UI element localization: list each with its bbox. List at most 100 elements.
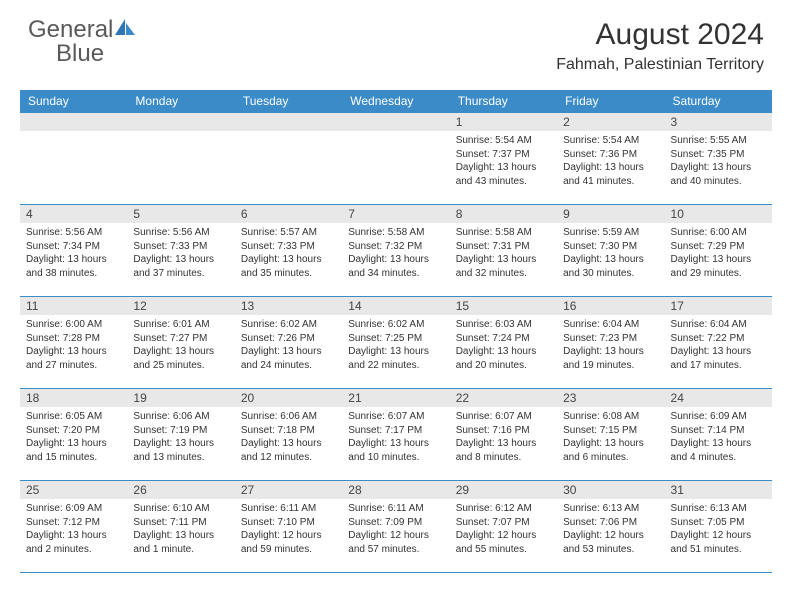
sunrise-text: Sunrise: 6:08 AM — [563, 410, 658, 424]
day-number: 11 — [20, 297, 127, 315]
day-number: 8 — [450, 205, 557, 223]
calendar-row: 1Sunrise: 5:54 AMSunset: 7:37 PMDaylight… — [20, 113, 772, 205]
sunrise-text: Sunrise: 5:57 AM — [241, 226, 336, 240]
day-header: Wednesday — [342, 90, 449, 113]
daylight-text: Daylight: 13 hours and 10 minutes. — [348, 437, 443, 464]
sunrise-text: Sunrise: 6:04 AM — [671, 318, 766, 332]
day-cell: 26Sunrise: 6:10 AMSunset: 7:11 PMDayligh… — [127, 481, 234, 573]
sunset-text: Sunset: 7:28 PM — [26, 332, 121, 346]
day-details: Sunrise: 6:01 AMSunset: 7:27 PMDaylight:… — [127, 315, 234, 375]
day-details: Sunrise: 5:58 AMSunset: 7:31 PMDaylight:… — [450, 223, 557, 283]
day-details: Sunrise: 6:00 AMSunset: 7:29 PMDaylight:… — [665, 223, 772, 283]
daylight-text: Daylight: 13 hours and 13 minutes. — [133, 437, 228, 464]
sunrise-text: Sunrise: 6:00 AM — [26, 318, 121, 332]
day-cell: 14Sunrise: 6:02 AMSunset: 7:25 PMDayligh… — [342, 297, 449, 389]
daylight-text: Daylight: 12 hours and 51 minutes. — [671, 529, 766, 556]
day-number: 5 — [127, 205, 234, 223]
day-details: Sunrise: 6:07 AMSunset: 7:17 PMDaylight:… — [342, 407, 449, 467]
sunset-text: Sunset: 7:19 PM — [133, 424, 228, 438]
day-details: Sunrise: 6:04 AMSunset: 7:22 PMDaylight:… — [665, 315, 772, 375]
empty-cell — [342, 113, 449, 205]
sunrise-text: Sunrise: 6:13 AM — [563, 502, 658, 516]
day-details: Sunrise: 6:12 AMSunset: 7:07 PMDaylight:… — [450, 499, 557, 559]
day-number: 28 — [342, 481, 449, 499]
sail-icon — [115, 19, 137, 42]
sunset-text: Sunset: 7:33 PM — [133, 240, 228, 254]
day-number — [342, 113, 449, 131]
day-cell: 4Sunrise: 5:56 AMSunset: 7:34 PMDaylight… — [20, 205, 127, 297]
day-number: 29 — [450, 481, 557, 499]
daylight-text: Daylight: 13 hours and 35 minutes. — [241, 253, 336, 280]
sunrise-text: Sunrise: 5:55 AM — [671, 134, 766, 148]
day-cell: 13Sunrise: 6:02 AMSunset: 7:26 PMDayligh… — [235, 297, 342, 389]
day-cell: 30Sunrise: 6:13 AMSunset: 7:06 PMDayligh… — [557, 481, 664, 573]
day-details: Sunrise: 5:54 AMSunset: 7:36 PMDaylight:… — [557, 131, 664, 191]
day-number: 7 — [342, 205, 449, 223]
sunrise-text: Sunrise: 6:10 AM — [133, 502, 228, 516]
sunrise-text: Sunrise: 5:56 AM — [133, 226, 228, 240]
sunset-text: Sunset: 7:12 PM — [26, 516, 121, 530]
sunrise-text: Sunrise: 6:02 AM — [348, 318, 443, 332]
daylight-text: Daylight: 13 hours and 8 minutes. — [456, 437, 551, 464]
sunrise-text: Sunrise: 6:03 AM — [456, 318, 551, 332]
header: General Blue August 2024 Fahmah, Palesti… — [0, 0, 792, 82]
daylight-text: Daylight: 13 hours and 41 minutes. — [563, 161, 658, 188]
day-details: Sunrise: 6:04 AMSunset: 7:23 PMDaylight:… — [557, 315, 664, 375]
day-details: Sunrise: 5:59 AMSunset: 7:30 PMDaylight:… — [557, 223, 664, 283]
daylight-text: Daylight: 13 hours and 29 minutes. — [671, 253, 766, 280]
sunrise-text: Sunrise: 6:00 AM — [671, 226, 766, 240]
daylight-text: Daylight: 13 hours and 40 minutes. — [671, 161, 766, 188]
day-details: Sunrise: 6:13 AMSunset: 7:05 PMDaylight:… — [665, 499, 772, 559]
daylight-text: Daylight: 13 hours and 34 minutes. — [348, 253, 443, 280]
sunset-text: Sunset: 7:33 PM — [241, 240, 336, 254]
day-details: Sunrise: 6:11 AMSunset: 7:10 PMDaylight:… — [235, 499, 342, 559]
day-number: 19 — [127, 389, 234, 407]
daylight-text: Daylight: 13 hours and 2 minutes. — [26, 529, 121, 556]
sunset-text: Sunset: 7:26 PM — [241, 332, 336, 346]
day-cell: 6 Sunrise: 5:57 AMSunset: 7:33 PMDaylight… — [235, 205, 342, 297]
day-cell: 18Sunrise: 6:05 AMSunset: 7:20 PMDayligh… — [20, 389, 127, 481]
day-number: 13 — [235, 297, 342, 315]
day-cell: 28Sunrise: 6:11 AMSunset: 7:09 PMDayligh… — [342, 481, 449, 573]
brand-logo: General Blue — [28, 18, 137, 66]
day-number: 9 — [557, 205, 664, 223]
day-header: Thursday — [450, 90, 557, 113]
daylight-text: Daylight: 13 hours and 25 minutes. — [133, 345, 228, 372]
daylight-text: Daylight: 13 hours and 27 minutes. — [26, 345, 121, 372]
sunset-text: Sunset: 7:29 PM — [671, 240, 766, 254]
brand-name-gray: General — [28, 16, 113, 43]
day-details: Sunrise: 5:58 AMSunset: 7:32 PMDaylight:… — [342, 223, 449, 283]
day-cell: 21Sunrise: 6:07 AMSunset: 7:17 PMDayligh… — [342, 389, 449, 481]
day-cell: 25Sunrise: 6:09 AMSunset: 7:12 PMDayligh… — [20, 481, 127, 573]
daylight-text: Daylight: 13 hours and 19 minutes. — [563, 345, 658, 372]
sunset-text: Sunset: 7:37 PM — [456, 148, 551, 162]
day-cell: 29Sunrise: 6:12 AMSunset: 7:07 PMDayligh… — [450, 481, 557, 573]
day-number: 3 — [665, 113, 772, 131]
sunrise-text: Sunrise: 6:06 AM — [133, 410, 228, 424]
day-details: Sunrise: 6:00 AMSunset: 7:28 PMDaylight:… — [20, 315, 127, 375]
day-number: 27 — [235, 481, 342, 499]
day-details: Sunrise: 5:54 AMSunset: 7:37 PMDaylight:… — [450, 131, 557, 191]
day-number: 6 — [235, 205, 342, 223]
sunrise-text: Sunrise: 6:12 AM — [456, 502, 551, 516]
daylight-text: Daylight: 13 hours and 6 minutes. — [563, 437, 658, 464]
day-number: 22 — [450, 389, 557, 407]
calendar-row: 4Sunrise: 5:56 AMSunset: 7:34 PMDaylight… — [20, 205, 772, 297]
calendar-table: SundayMondayTuesdayWednesdayThursdayFrid… — [20, 90, 772, 573]
day-number: 12 — [127, 297, 234, 315]
daylight-text: Daylight: 13 hours and 38 minutes. — [26, 253, 121, 280]
day-cell: 24Sunrise: 6:09 AMSunset: 7:14 PMDayligh… — [665, 389, 772, 481]
sunset-text: Sunset: 7:24 PM — [456, 332, 551, 346]
day-number: 1 — [450, 113, 557, 131]
daylight-text: Daylight: 13 hours and 15 minutes. — [26, 437, 121, 464]
daylight-text: Daylight: 13 hours and 20 minutes. — [456, 345, 551, 372]
day-number: 10 — [665, 205, 772, 223]
daylight-text: Daylight: 13 hours and 32 minutes. — [456, 253, 551, 280]
sunset-text: Sunset: 7:18 PM — [241, 424, 336, 438]
daylight-text: Daylight: 12 hours and 57 minutes. — [348, 529, 443, 556]
daylight-text: Daylight: 13 hours and 43 minutes. — [456, 161, 551, 188]
day-number: 14 — [342, 297, 449, 315]
sunrise-text: Sunrise: 5:54 AM — [563, 134, 658, 148]
day-cell: 12Sunrise: 6:01 AMSunset: 7:27 PMDayligh… — [127, 297, 234, 389]
day-header-row: SundayMondayTuesdayWednesdayThursdayFrid… — [20, 90, 772, 113]
